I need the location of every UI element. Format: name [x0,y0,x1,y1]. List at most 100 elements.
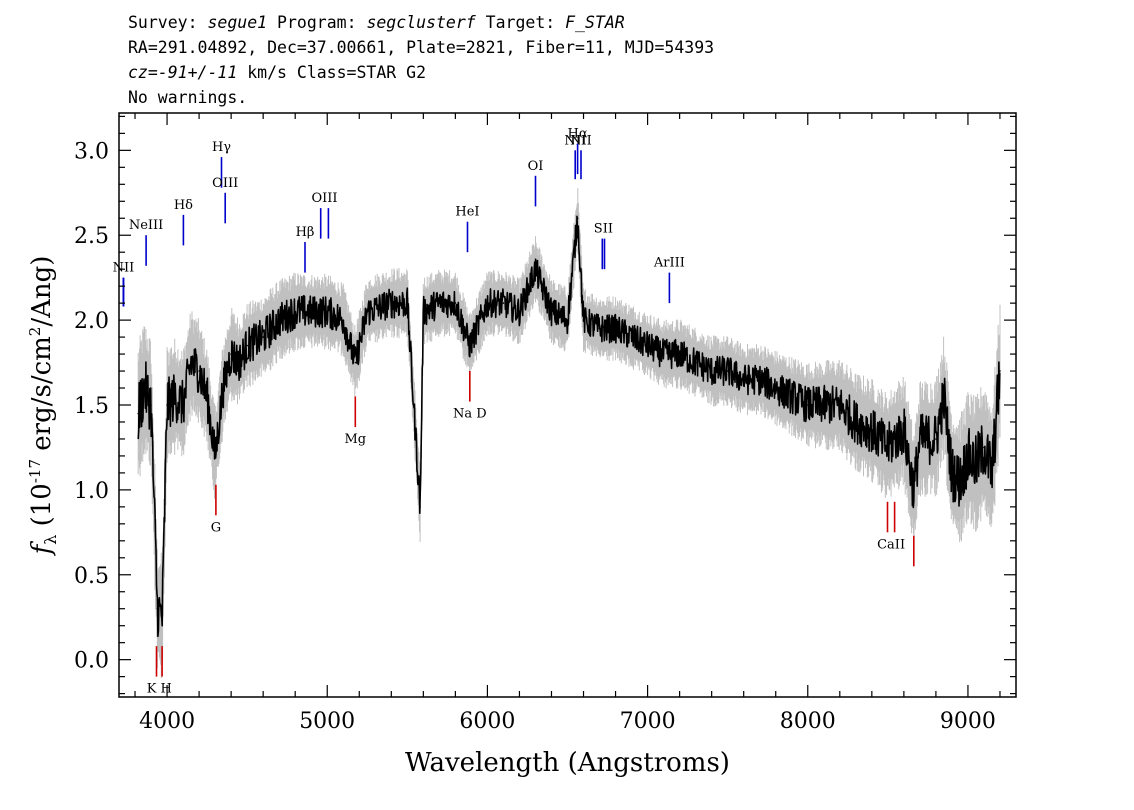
emission-line-label: OI [528,159,544,174]
flux-point [166,404,168,406]
flux-point [758,378,761,381]
flux-point [422,310,425,313]
flux-point [366,310,369,313]
flux-point [222,387,224,389]
flux-point [823,404,825,406]
flux-point [310,310,313,313]
flux-point [935,438,937,440]
flux-point [576,217,579,220]
emission-line-label: HeI [455,205,479,220]
flux-point [913,489,915,491]
header-line-warnings: No warnings. [128,88,247,107]
flux-point [943,395,945,398]
emission-line-label: Hδ [174,198,193,213]
absorption-line-label: Mg [344,432,366,447]
emission-line-label: NII [564,133,586,148]
flux-trace [137,215,1001,638]
flux-point [390,302,393,304]
spectral-line-markers: NIINeIIIHδHγOIIIHβOIIIHeIOINIIHαNIISIIAr… [113,127,915,697]
y-axis-label-part: (10 [27,483,57,535]
flux-point [871,429,873,432]
x-tick-label: 7000 [620,709,676,734]
y-axis-label-part: -17 [26,459,44,483]
flux-point [598,327,601,330]
flux-point [190,361,192,364]
y-tick-label: 1.5 [74,394,109,419]
header-segment: Target: [476,13,565,32]
header-segment: cz=-91+/-11 [128,63,237,82]
emission-line-label: NII [113,261,135,276]
flux-point [438,302,441,304]
flux-point [951,472,953,474]
flux-point [137,412,139,415]
flux-point [566,319,569,321]
flux-layer [137,215,1001,638]
flux-point [326,310,329,313]
flux-point [294,310,297,313]
flux-point [206,395,208,398]
flux-point [161,616,163,618]
y-axis-label-part: /Ang) [27,256,57,327]
x-tick-label: 6000 [459,709,515,734]
emission-line-label: Hβ [296,225,315,240]
x-tick-label: 8000 [780,709,836,734]
flux-point [983,446,985,449]
absorption-line-label: K H [147,682,172,697]
y-tick-label: 2.5 [74,224,109,249]
flux-point [150,404,152,406]
flux-point [182,404,184,406]
emission-line-label: ArIII [653,256,685,271]
flux-point [156,607,159,610]
flux-point [262,336,265,338]
y-axis-label: fλ (10-17 erg/s/cm2/Ang) [26,256,60,557]
absorption-line-label: Na D [453,407,487,422]
flux-point [143,387,146,389]
header-line-redshift-class: cz=-91+/-11 km/s Class=STAR G2 [128,63,426,82]
absorption-line-label: G [211,520,221,535]
flux-point [967,455,969,457]
flux-point [991,472,993,474]
y-axis-label-part: 2 [26,327,44,337]
flux-point [238,361,240,364]
flux-point [518,310,521,313]
flux-point [406,302,409,304]
flux-point [694,361,697,364]
flux-point [919,438,921,440]
flux-point [710,370,713,372]
y-tick-label: 2.0 [74,309,109,334]
x-tick-label: 5000 [299,709,355,734]
flux-point [550,310,553,313]
y-tick-label: 0.5 [74,564,109,589]
flux-point [807,404,809,406]
flux-point [469,344,471,347]
header-segment: segue1 [207,13,267,32]
header-segment: F_STAR [565,13,625,32]
flux-point [534,268,537,271]
flux-point [354,361,357,364]
flux-point [893,438,896,440]
emission-line-label: OIII [212,176,238,191]
plot-axes: 4000 5000 6000 7000 8000 9000 0.0 0.5 1.0 1.5 2.0 2… [74,112,1017,734]
flux-point [630,336,633,338]
flux-point [502,302,505,304]
flux-point [614,327,617,330]
emission-line-label: SII [594,222,613,237]
flux-point [230,353,232,355]
header-segment: Program: [267,13,366,32]
flux-point [774,387,777,389]
flux-point [855,421,857,423]
flux-point [174,395,176,398]
emission-line-label: Hγ [212,140,231,155]
flux-point [454,302,457,304]
flux-point [726,370,729,372]
absorption-line-label: CaII [877,537,905,552]
flux-point [246,344,248,347]
flux-point [791,395,793,398]
y-axis-label-part: erg/s/cm [27,336,57,459]
x-tick-label: 4000 [139,709,195,734]
y-tick-label: 0.0 [74,649,109,674]
spectrum-header: Survey: segue1 Program: segclusterf Targ… [128,13,714,107]
flux-point [278,319,281,321]
emission-line-label: OIII [311,191,337,206]
flux-point [903,429,905,432]
